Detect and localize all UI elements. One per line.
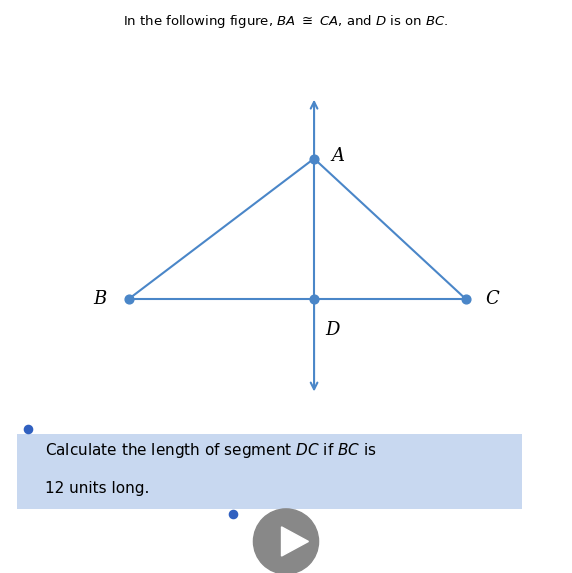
Point <box>124 295 133 304</box>
Point <box>23 425 33 434</box>
Circle shape <box>253 509 319 573</box>
Point <box>461 295 470 304</box>
Point <box>309 295 319 304</box>
Text: D: D <box>325 321 340 339</box>
Point <box>309 154 319 163</box>
Text: 12 units long.: 12 units long. <box>45 481 149 496</box>
Text: C: C <box>485 290 499 308</box>
Text: Calculate the length of segment $\mathit{DC}$ if $\mathit{BC}$ is: Calculate the length of segment $\mathit… <box>45 441 376 460</box>
Point <box>228 509 237 519</box>
Polygon shape <box>281 527 308 556</box>
Text: A: A <box>331 147 344 165</box>
Text: In the following figure, $\mathbf{\mathit{BA}}$ $\cong$ $\mathbf{\mathit{CA}}$, : In the following figure, $\mathbf{\mathi… <box>124 13 448 30</box>
FancyBboxPatch shape <box>17 434 522 509</box>
Text: B: B <box>93 290 106 308</box>
